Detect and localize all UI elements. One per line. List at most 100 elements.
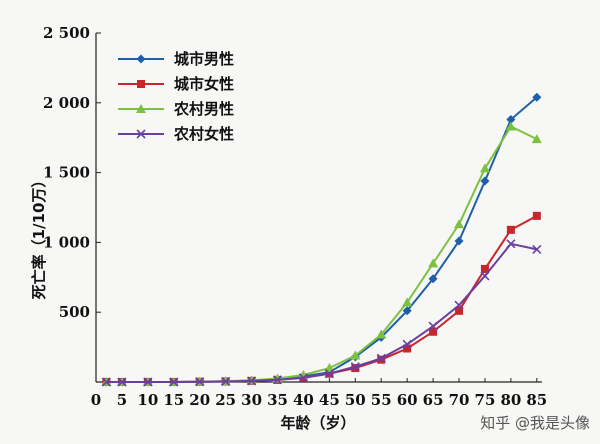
- x-tick-label: 65: [423, 391, 444, 409]
- series-line: [106, 125, 538, 383]
- data-point: [350, 350, 361, 360]
- x-axis-ticks: 0 5 10 15 20 25 30 35 40 45 50 55 60 65 70 75 80 85: [91, 378, 547, 409]
- data-point: [402, 306, 412, 316]
- legend-label: 农村男性: [173, 100, 234, 118]
- x-tick-label: 35: [267, 391, 288, 409]
- data-point: [531, 134, 542, 144]
- series-line: [106, 214, 538, 383]
- data-point: [351, 364, 360, 373]
- data-point: [428, 274, 438, 284]
- series-4: [101, 239, 542, 387]
- legend-marker: [136, 104, 146, 113]
- data-point: [479, 163, 490, 173]
- data-point: [428, 258, 439, 268]
- marker-stroke: [376, 353, 386, 363]
- marker-stroke: [454, 300, 464, 310]
- x-tick-label: 55: [371, 391, 392, 409]
- y-tick-label: 1 500: [43, 164, 90, 182]
- data-point: [324, 369, 334, 379]
- data-point: [480, 176, 490, 186]
- legend-label: 城市男性: [174, 50, 234, 68]
- data-point: [350, 362, 360, 372]
- series-line: [106, 242, 538, 383]
- x-tick-label: 80: [500, 391, 521, 409]
- x-tick-label: 0: [91, 391, 101, 409]
- x-tick-label: 20: [189, 391, 210, 409]
- y-tick-label: 1 000: [43, 233, 90, 251]
- marker-stroke: [350, 362, 360, 372]
- legend-item: 城市男性: [118, 50, 234, 68]
- marker-stroke: [298, 373, 309, 383]
- data-point: [532, 244, 542, 254]
- legend-marker: [136, 129, 146, 139]
- legend-item: 农村男性: [118, 100, 234, 118]
- data-point: [403, 344, 412, 353]
- data-point: [117, 377, 127, 387]
- y-axis-title: 死亡率（1/10万）: [30, 173, 48, 300]
- data-point: [429, 327, 438, 336]
- data-point: [506, 115, 516, 125]
- data-point: [506, 225, 515, 234]
- y-tick-label: 2 000: [43, 94, 90, 112]
- data-point: [101, 377, 111, 387]
- data-point: [221, 376, 231, 387]
- x-tick-label: 75: [475, 391, 496, 409]
- data-point: [272, 375, 283, 385]
- legend-item: 农村女性: [118, 125, 234, 143]
- marker-stroke: [402, 339, 412, 349]
- data-point: [377, 355, 386, 364]
- marker-stroke: [532, 244, 542, 254]
- x-tick-label: 50: [345, 391, 366, 409]
- marker-stroke: [221, 376, 231, 387]
- x-tick-label: 5: [117, 391, 127, 409]
- x-tick-label: 60: [397, 391, 418, 409]
- watermark-text: 知乎 @我是头像: [480, 414, 590, 432]
- data-point: [195, 377, 205, 387]
- legend-item: 城市女性: [118, 75, 234, 93]
- marker-stroke: [480, 271, 490, 281]
- legend-label: 农村女性: [173, 125, 234, 143]
- legend-marker: [137, 80, 145, 88]
- marker-stroke: [169, 377, 179, 387]
- marker-stroke: [272, 375, 283, 385]
- x-tick-label: 15: [163, 391, 184, 409]
- series-1: [101, 92, 542, 387]
- marker-stroke: [428, 321, 438, 331]
- plot-frame: [95, 33, 542, 383]
- marker-stroke: [324, 369, 334, 379]
- data-point: [376, 353, 386, 363]
- data-point: [324, 363, 335, 373]
- data-point: [454, 300, 464, 310]
- marker-stroke: [506, 239, 516, 249]
- x-tick-label: 45: [319, 391, 340, 409]
- data-point: [247, 376, 257, 386]
- data-point: [505, 121, 516, 131]
- data-point: [480, 264, 489, 273]
- series-layer: [101, 92, 542, 387]
- x-axis-title: 年龄（岁）: [280, 414, 355, 432]
- x-tick-label: 10: [137, 391, 158, 409]
- data-point: [402, 339, 412, 349]
- data-point: [480, 271, 490, 281]
- series-line: [106, 96, 538, 383]
- data-point: [454, 219, 465, 229]
- x-tick-label: 70: [449, 391, 470, 409]
- data-point: [376, 329, 387, 339]
- data-point: [506, 239, 516, 249]
- x-tick-label: 25: [215, 391, 236, 409]
- data-point: [428, 321, 438, 331]
- marker-stroke: [143, 377, 153, 387]
- data-point: [455, 306, 464, 315]
- data-point: [532, 92, 542, 102]
- legend-label: 城市女性: [174, 75, 234, 93]
- marker-stroke: [195, 377, 205, 387]
- marker-stroke: [101, 377, 111, 387]
- x-tick-label: 85: [526, 391, 547, 409]
- x-tick-label: 40: [293, 391, 314, 409]
- data-point: [402, 297, 413, 307]
- legend-marker: [136, 54, 146, 64]
- x-tick-label: 30: [241, 391, 262, 409]
